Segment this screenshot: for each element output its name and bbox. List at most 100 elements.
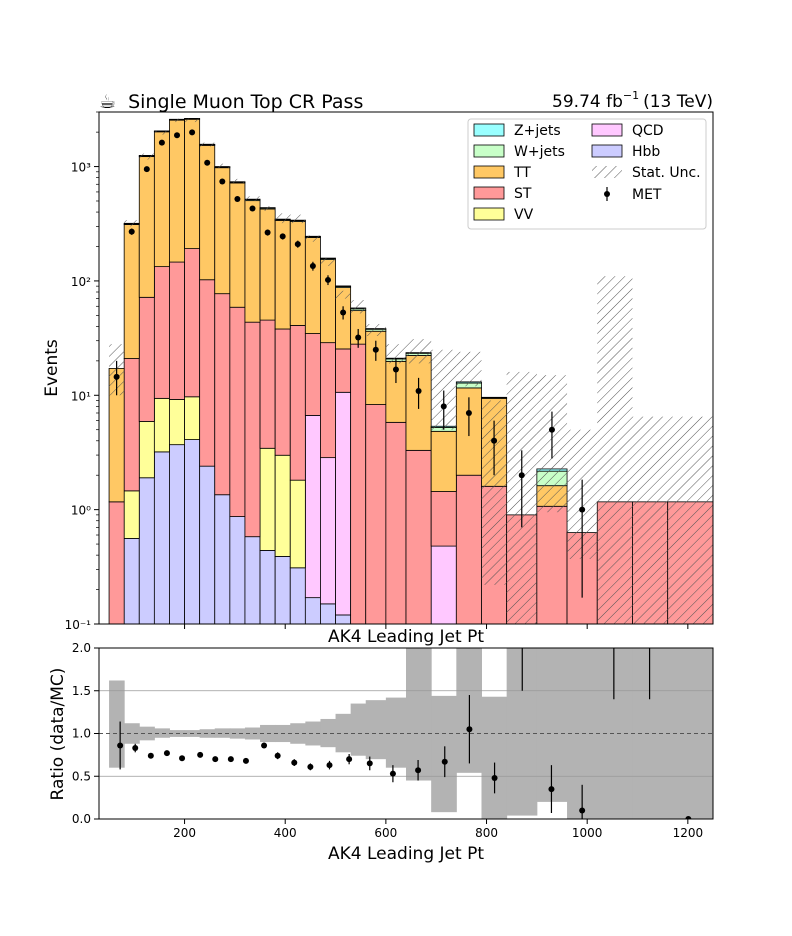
bar-st xyxy=(365,404,387,624)
ratio-point xyxy=(227,756,234,763)
ratio-band-bin xyxy=(385,697,407,768)
top-x-axis-label: AK4 Leading Jet Pt xyxy=(328,627,484,647)
bar-st xyxy=(138,296,155,422)
bar-st xyxy=(430,491,457,547)
legend-label-stat-unc: Stat. Unc. xyxy=(632,165,701,181)
bar-hbb xyxy=(259,550,276,624)
ratio-gridlines xyxy=(99,690,713,777)
bar-z-jets xyxy=(335,285,352,287)
data-point xyxy=(234,196,241,203)
stat-unc-bin xyxy=(169,118,185,123)
bar-st xyxy=(153,266,170,399)
data-point xyxy=(113,373,120,380)
bar-tt xyxy=(169,119,185,263)
data-point xyxy=(518,472,525,479)
bar-st xyxy=(274,328,291,456)
legend-swatch-st xyxy=(473,186,505,200)
ratio-point xyxy=(117,742,124,749)
top-plot-frame xyxy=(98,111,714,625)
ratio-x-tick-label: 600 xyxy=(374,826,397,840)
bar-tt xyxy=(320,259,336,344)
ratio-x-tick-label: 800 xyxy=(475,826,498,840)
bar-hbb xyxy=(123,538,140,624)
ratio-point xyxy=(242,757,249,764)
bar-hbb xyxy=(214,494,231,624)
ratio-band-bin xyxy=(481,696,508,819)
bar-st xyxy=(259,319,276,449)
legend-swatch-z-jets xyxy=(473,123,505,137)
bar-st xyxy=(536,505,568,624)
bar-st xyxy=(289,325,306,481)
bar-qcd xyxy=(320,457,336,605)
top-x-ticks xyxy=(184,624,689,629)
legend-label-w-jets: W+jets xyxy=(514,144,565,160)
bar-st xyxy=(229,306,246,517)
ratio-x-tick-label: 1200 xyxy=(673,826,704,840)
data-point xyxy=(324,276,331,283)
data-point xyxy=(204,159,211,166)
ratio-point xyxy=(389,770,396,777)
ratio-point xyxy=(685,816,692,819)
legend-label-met: MET xyxy=(632,187,662,203)
stat-unc-bin xyxy=(320,257,336,267)
legend-data-marker xyxy=(604,191,610,197)
ratio-band-bin xyxy=(365,700,387,760)
ratio-y-axis-label: Ratio (data/MC) xyxy=(48,668,68,801)
ratio-band-bin xyxy=(229,728,246,739)
bar-hbb xyxy=(304,597,321,624)
bar-vv xyxy=(123,490,140,539)
legend-label-hbb: Hbb xyxy=(632,144,660,160)
ratio-point xyxy=(326,762,333,769)
bar-st xyxy=(123,358,140,492)
legend-label-vv: VV xyxy=(514,207,534,223)
bar-hbb xyxy=(244,536,261,624)
data-point xyxy=(279,233,286,240)
data-point xyxy=(548,426,555,433)
bar-st xyxy=(214,293,231,496)
stat-unc-bin xyxy=(406,339,432,364)
chart-title: ☕ Single Muon Top CR Pass xyxy=(99,91,363,113)
bar-st xyxy=(184,248,201,398)
ratio-point xyxy=(346,756,353,763)
bar-tt xyxy=(184,118,201,250)
bar-tt xyxy=(123,224,140,359)
ratio-y-tick-label: 1.0 xyxy=(72,727,91,741)
bar-vv xyxy=(289,479,306,569)
bar-hbb xyxy=(153,451,170,624)
stat-unc-bin xyxy=(244,196,261,201)
bar-qcd xyxy=(335,391,352,616)
stat-unc-bin xyxy=(154,130,170,135)
bar-hbb xyxy=(229,516,246,624)
bar-st xyxy=(244,321,261,538)
ratio-point xyxy=(307,763,314,770)
legend-label-tt: TT xyxy=(513,165,531,181)
data-point xyxy=(440,403,447,410)
data-point xyxy=(264,229,271,236)
stat-unc-bin xyxy=(260,206,276,211)
stat-unc-bin xyxy=(597,276,633,624)
legend-swatch-hbb xyxy=(591,144,623,158)
ratio-point xyxy=(132,745,139,752)
bar-tt xyxy=(138,156,155,298)
ratio-x-tick-label: 1000 xyxy=(572,826,603,840)
data-point xyxy=(465,409,472,416)
ratio-x-tick-label: 400 xyxy=(274,826,297,840)
stat-unc-bin xyxy=(139,153,155,160)
ratio-points xyxy=(117,648,692,819)
ratio-y-tick-label: 2.0 xyxy=(72,641,91,655)
data-point xyxy=(158,139,165,146)
ratio-band-bin xyxy=(406,648,432,781)
ratio-point xyxy=(548,786,555,793)
ratio-point xyxy=(179,755,186,762)
bar-tt xyxy=(244,200,261,323)
data-point xyxy=(174,132,181,139)
ratio-band-bin xyxy=(139,726,155,741)
y-tick-label: 10² xyxy=(71,275,91,289)
bar-hbb xyxy=(320,603,336,624)
data-points xyxy=(113,129,586,598)
ratio-point xyxy=(579,807,586,814)
bar-vv xyxy=(169,399,185,446)
legend-swatch-vv xyxy=(473,207,505,221)
bar-qcd xyxy=(304,414,321,599)
